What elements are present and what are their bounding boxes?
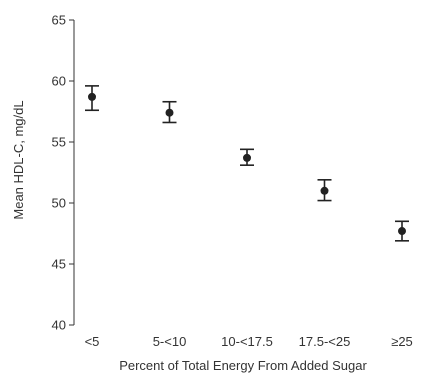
y-tick-label: 40 (52, 318, 66, 333)
data-point (320, 186, 329, 195)
x-axis-title: Percent of Total Energy From Added Sugar (119, 358, 367, 373)
y-tick-label: 50 (52, 196, 66, 211)
ticks-layer: 40 45 50 55 60 65 <5 5-<10 10-<17.5 17.5-<25 ≥25 (52, 13, 413, 350)
x-tick-label: 10-<17.5 (221, 334, 273, 349)
x-tick-label: 17.5-<25 (299, 334, 351, 349)
y-axis-title: Mean HDL-C, mg/dL (11, 100, 26, 219)
y-tick-label: 45 (52, 257, 66, 272)
data-point (88, 92, 96, 101)
marks-layer (85, 85, 409, 242)
x-tick-label: <5 (85, 334, 100, 349)
x-tick-label: ≥25 (391, 334, 413, 349)
x-tick-label: 5-<10 (153, 334, 187, 349)
y-tick-label: 65 (52, 13, 66, 28)
data-point (398, 227, 406, 236)
y-tick-label: 55 (52, 135, 66, 150)
data-point (165, 108, 174, 117)
data-point (243, 153, 251, 162)
y-tick-label: 60 (52, 74, 66, 89)
